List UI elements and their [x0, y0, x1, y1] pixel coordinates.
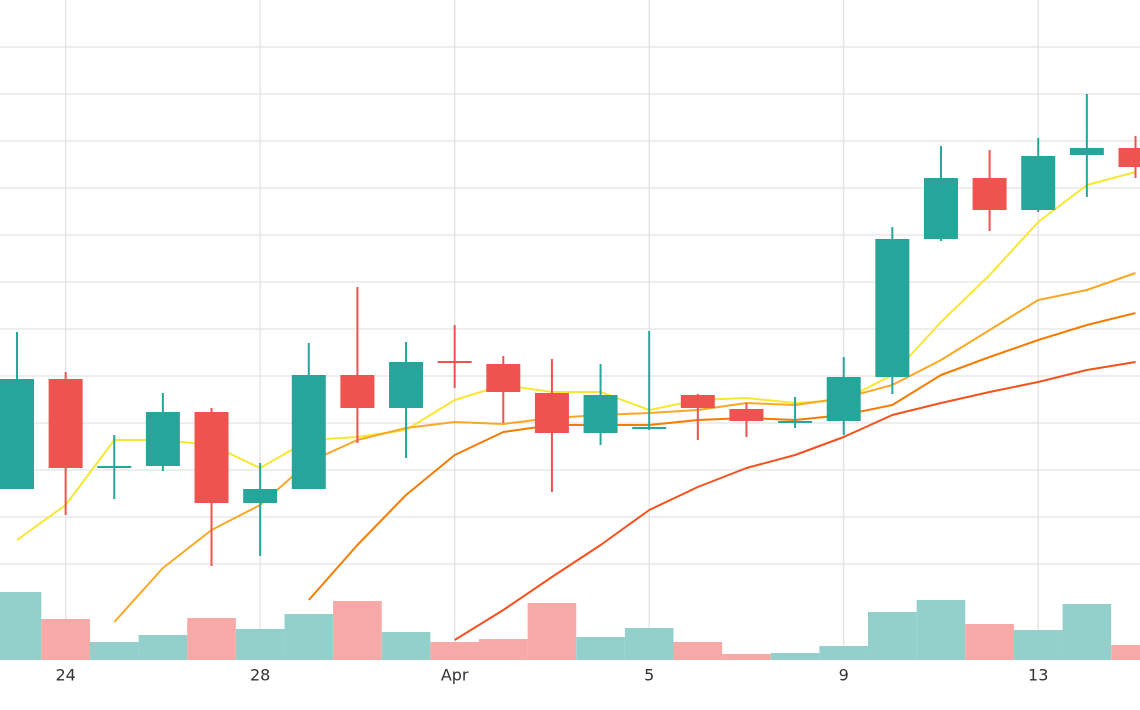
- candle-body: [632, 427, 667, 429]
- candle-body: [923, 178, 958, 239]
- volume-bar: [333, 601, 382, 660]
- volume: [0, 592, 1140, 660]
- moving-average-line: [454, 361, 1136, 641]
- moving-average-line: [16, 171, 1136, 541]
- volume-bar: [916, 600, 966, 660]
- x-tick-label: 24: [55, 666, 75, 685]
- candle-body: [1118, 148, 1140, 167]
- candle-body: [437, 361, 472, 363]
- x-tick-label: 28: [250, 666, 270, 685]
- candle-body: [194, 412, 229, 503]
- volume-bar: [527, 603, 577, 660]
- volume-bar: [478, 639, 528, 660]
- volume-bar: [187, 618, 236, 660]
- candle-body: [972, 178, 1007, 210]
- volume-bar: [1013, 630, 1063, 660]
- candle-body: [534, 393, 569, 433]
- volume-bar: [722, 654, 771, 660]
- candles: [0, 94, 1140, 566]
- x-tick-label: 9: [839, 666, 849, 685]
- moving-averages: [16, 171, 1136, 641]
- moving-average-line: [113, 272, 1136, 623]
- volume-bar: [868, 612, 917, 660]
- candle-body: [0, 379, 34, 489]
- candle-body: [243, 489, 278, 503]
- candle-body: [1069, 148, 1104, 155]
- volume-bar: [235, 629, 285, 660]
- candle-body: [389, 362, 424, 408]
- candle-body: [291, 375, 326, 489]
- volume-bar: [89, 642, 139, 660]
- candle-body: [1021, 156, 1056, 210]
- volume-bar: [0, 592, 42, 660]
- volume-bar: [819, 646, 869, 660]
- volume-bar: [430, 642, 479, 660]
- candle-body: [778, 421, 813, 423]
- volume-bar: [381, 632, 431, 660]
- volume-bar: [1062, 604, 1112, 660]
- x-tick-label: 5: [644, 666, 654, 685]
- x-axis: 24 28 Apr 5 9 13: [55, 666, 1048, 685]
- candle-body: [729, 409, 764, 421]
- candle-body: [48, 379, 83, 468]
- volume-bar: [1111, 645, 1140, 660]
- volume-bar: [41, 619, 90, 660]
- volume-bar: [624, 628, 674, 660]
- candle-body: [875, 239, 910, 377]
- volume-bar: [284, 614, 334, 660]
- moving-average-line: [308, 312, 1136, 601]
- candle-body: [97, 466, 132, 468]
- volume-bar: [576, 637, 625, 660]
- x-tick-label: 13: [1028, 666, 1048, 685]
- candle-body: [145, 412, 180, 466]
- volume-bar: [965, 624, 1014, 660]
- volume-bar: [138, 635, 188, 660]
- candle-body: [583, 395, 618, 433]
- volume-bar: [673, 642, 723, 660]
- candle-body: [826, 377, 861, 421]
- candle-body: [340, 375, 375, 408]
- x-tick-label: Apr: [441, 666, 469, 685]
- candle-body: [680, 395, 715, 408]
- volume-bar: [770, 653, 820, 660]
- candle-body: [486, 364, 521, 392]
